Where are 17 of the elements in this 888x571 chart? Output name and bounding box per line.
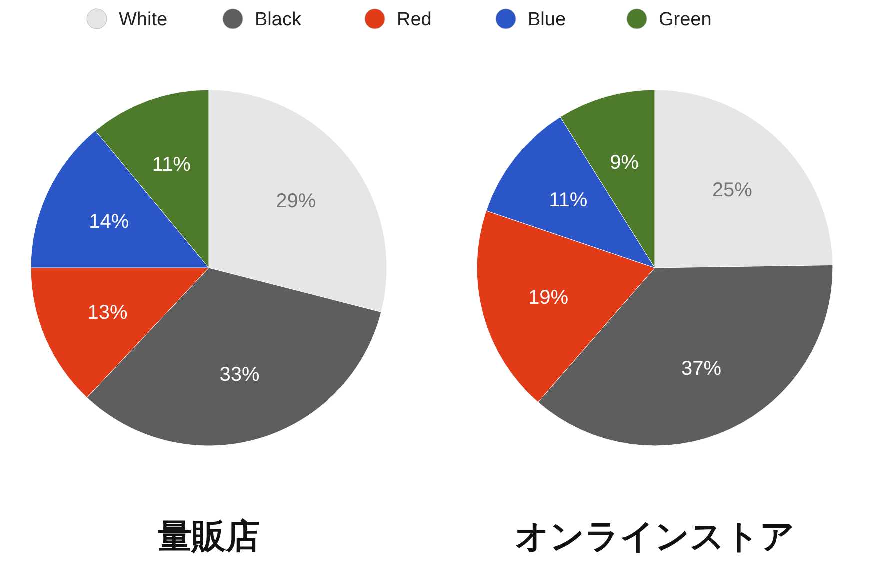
data-label: 9% bbox=[610, 152, 640, 174]
legend-label: Green bbox=[659, 10, 712, 31]
data-label: 19% bbox=[528, 286, 569, 309]
data-label: 25% bbox=[712, 179, 753, 202]
data-label: 13% bbox=[88, 302, 128, 324]
legend-label: White bbox=[119, 10, 168, 31]
data-label: 14% bbox=[89, 211, 130, 234]
data-label: 29% bbox=[276, 190, 316, 212]
text: オンラインストア bbox=[515, 517, 795, 557]
legend-label: Blue bbox=[528, 10, 566, 31]
legend-label: Red bbox=[397, 10, 432, 31]
data-label: 11% bbox=[549, 190, 588, 212]
data-label: 37% bbox=[682, 358, 722, 380]
text: 量販店 bbox=[158, 517, 260, 557]
legend-label: Black bbox=[255, 10, 302, 31]
data-label: 33% bbox=[220, 364, 260, 386]
data-label: 11% bbox=[152, 154, 192, 176]
